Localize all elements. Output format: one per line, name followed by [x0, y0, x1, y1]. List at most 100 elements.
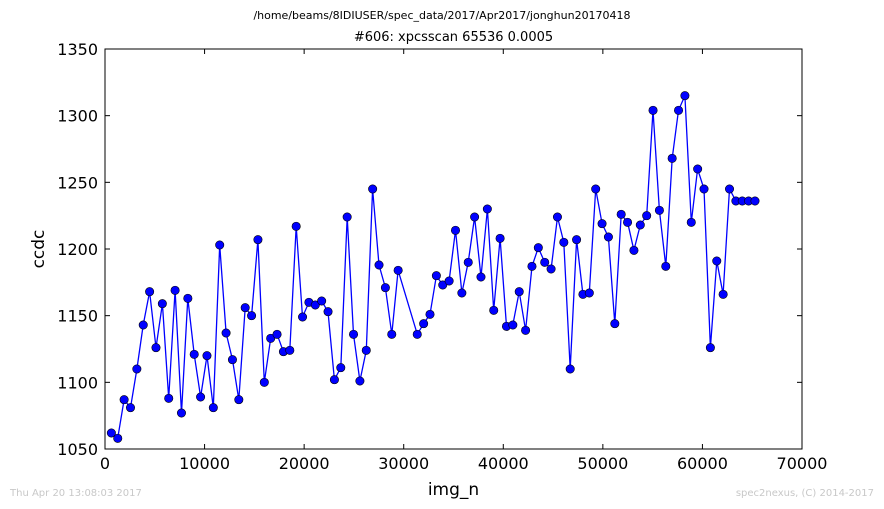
y-tick-label: 1200 — [57, 240, 98, 259]
data-point — [227, 355, 237, 365]
data-point — [450, 225, 460, 235]
data-point — [540, 257, 550, 267]
y-tick-label: 1050 — [57, 440, 98, 459]
data-point — [349, 329, 359, 339]
data-point — [444, 276, 454, 286]
data-point — [546, 264, 556, 274]
y-tick-label: 1250 — [57, 173, 98, 192]
data-point — [527, 261, 537, 271]
data-point — [113, 433, 123, 443]
data-point — [674, 105, 684, 115]
y-tick-label: 1100 — [57, 373, 98, 392]
data-point — [310, 300, 320, 310]
x-tick-label: 0 — [100, 454, 110, 473]
data-point — [572, 235, 582, 245]
data-point — [603, 232, 613, 242]
data-point — [119, 395, 129, 405]
data-point — [170, 285, 180, 295]
data-point — [215, 240, 225, 250]
data-point — [642, 211, 652, 221]
data-point — [106, 428, 116, 438]
data-point — [661, 261, 671, 271]
series-line — [110, 95, 755, 440]
x-tick-label: 40000 — [478, 454, 529, 473]
data-point — [183, 293, 193, 303]
x-tick-label: 10000 — [179, 454, 230, 473]
data-point — [750, 196, 760, 206]
data-point — [317, 296, 327, 306]
file-path-title: /home/beams/8IDIUSER/spec_data/2017/Apr2… — [253, 9, 631, 22]
data-point — [552, 212, 562, 222]
data-point — [151, 343, 161, 353]
data-point — [247, 311, 257, 321]
data-point — [693, 164, 703, 174]
x-tick-label: 30000 — [378, 454, 429, 473]
data-point — [508, 320, 518, 330]
y-tick-label: 1150 — [57, 307, 98, 326]
credit-footer: spec2nexus, (C) 2014-2017 — [735, 488, 874, 499]
data-point — [240, 303, 250, 313]
y-tick-label: 1350 — [57, 40, 98, 59]
data-point — [712, 256, 722, 266]
data-point — [387, 329, 397, 339]
data-point — [457, 288, 467, 298]
x-axis-label: img_n — [428, 480, 479, 500]
data-point — [125, 403, 135, 413]
data-point — [565, 364, 575, 374]
data-point — [431, 271, 441, 281]
data-point — [725, 184, 735, 194]
data-point — [616, 209, 626, 219]
data-point — [425, 309, 435, 319]
data-point — [285, 345, 295, 355]
data-point — [482, 204, 492, 214]
data-point — [221, 328, 231, 338]
data-point — [680, 91, 690, 101]
x-tick-label: 70000 — [777, 454, 828, 473]
data-point — [291, 221, 301, 231]
data-point — [597, 219, 607, 229]
data-point — [559, 237, 569, 247]
data-point — [196, 392, 206, 402]
data-point — [470, 212, 480, 222]
timestamp-footer: Thu Apr 20 13:08:03 2017 — [10, 488, 142, 499]
data-point — [202, 351, 212, 361]
data-point — [623, 217, 633, 227]
data-point — [336, 363, 346, 373]
data-point — [718, 289, 728, 299]
data-point — [272, 329, 282, 339]
data-point — [699, 184, 709, 194]
data-point — [374, 260, 384, 270]
data-point — [591, 184, 601, 194]
data-point — [412, 329, 422, 339]
data-point — [648, 105, 658, 115]
data-point — [686, 217, 696, 227]
data-point — [164, 393, 174, 403]
data-point — [208, 403, 218, 413]
data-point — [610, 319, 620, 329]
data-point — [654, 205, 664, 215]
data-point — [361, 345, 371, 355]
data-point — [629, 245, 639, 255]
data-point — [463, 257, 473, 267]
data-point — [495, 233, 505, 243]
data-point — [145, 287, 155, 297]
data-point — [234, 395, 244, 405]
data-point — [176, 408, 186, 418]
chart-title: #606: xpcsscan 65536 0.0005 — [353, 30, 554, 45]
data-point — [132, 364, 142, 374]
data-point — [355, 376, 365, 386]
data-point — [253, 235, 263, 245]
data-point — [489, 305, 499, 315]
data-point — [476, 272, 486, 282]
x-tick-label: 20000 — [279, 454, 330, 473]
data-point — [705, 343, 715, 353]
x-tick-label: 60000 — [677, 454, 728, 473]
data-point — [323, 307, 333, 317]
data-point — [138, 320, 148, 330]
data-point — [533, 243, 543, 253]
data-point — [438, 280, 448, 290]
data-point — [342, 212, 352, 222]
data-point — [189, 349, 199, 359]
data-point — [266, 333, 276, 343]
